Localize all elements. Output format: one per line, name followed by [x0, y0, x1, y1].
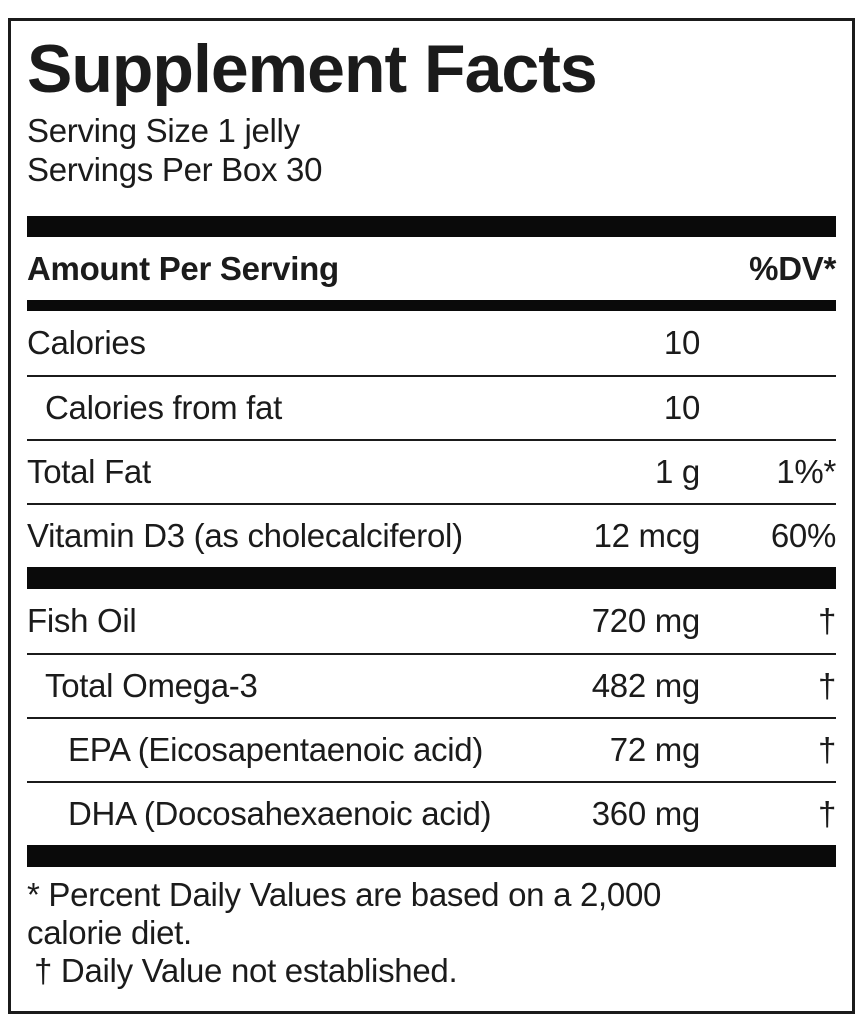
column-header-row: Amount Per Serving %DV* [27, 237, 836, 300]
nutrient-name: DHA (Docosahexaenoic acid) [68, 795, 492, 832]
row-epa: EPA (Eicosapentaenoic acid) 72 mg † [27, 717, 836, 781]
nutrient-amount: 12 mcg [593, 517, 701, 554]
nutrient-name: Total Omega-3 [45, 667, 258, 704]
nutrient-dv: 60% [770, 517, 836, 554]
nutrient-name: Fish Oil [27, 602, 137, 639]
row-total-fat: Total Fat 1 g 1%* [27, 439, 836, 503]
nutrient-amount: 1 g [655, 453, 700, 490]
row-calories-from-fat: Calories from fat 10 [27, 375, 836, 439]
serving-info: Serving Size 1 jelly Servings Per Box 30 [27, 111, 836, 189]
row-dha: DHA (Docosahexaenoic acid) 360 mg † [27, 781, 836, 845]
serving-size-text: Serving Size 1 jelly [27, 112, 300, 149]
nutrient-name: Vitamin D3 (as cholecalciferol) [27, 517, 463, 554]
footnote-percent-dv-line1: * Percent Daily Values are based on a 2,… [27, 876, 662, 913]
amount-per-serving-header: Amount Per Serving [27, 249, 339, 287]
footnote-percent-dv-line2: calorie diet. [27, 914, 192, 951]
row-calories: Calories 10 [27, 311, 836, 375]
nutrient-dv: † [817, 795, 836, 832]
nutrient-dv: † [817, 602, 836, 639]
nutrient-section-fish-oil: Fish Oil 720 mg † Total Omega-3 482 mg †… [27, 589, 836, 845]
footnotes: * Percent Daily Values are based on a 2,… [27, 876, 836, 990]
servings-per-box-text: Servings Per Box 30 [27, 151, 323, 188]
supplement-facts-panel: Supplement Facts Serving Size 1 jelly Se… [8, 18, 855, 1014]
divider-bar-thick-middle [27, 567, 836, 589]
nutrient-name: Total Fat [27, 453, 151, 490]
row-total-omega-3: Total Omega-3 482 mg † [27, 653, 836, 717]
footnote-daily-value: † Daily Value not established. [34, 952, 458, 989]
percent-dv-header: %DV* [749, 249, 836, 287]
nutrient-amount: 10 [663, 389, 700, 426]
nutrient-name: Calories [27, 324, 146, 361]
nutrient-amount: 720 mg [591, 602, 701, 639]
nutrient-section-main: Calories 10 Calories from fat 10 Total F… [27, 311, 836, 567]
nutrient-dv: † [817, 667, 836, 704]
divider-bar-thick-top [27, 216, 836, 237]
nutrient-amount: 360 mg [591, 795, 701, 832]
divider-bar-thick-bottom [27, 845, 836, 867]
nutrient-name: EPA (Eicosapentaenoic acid) [68, 731, 484, 768]
nutrient-amount: 482 mg [591, 667, 701, 704]
row-vitamin-d3: Vitamin D3 (as cholecalciferol) 12 mcg 6… [27, 503, 836, 567]
panel-title: Supplement Facts [27, 31, 598, 107]
nutrient-name: Calories from fat [45, 389, 282, 426]
nutrient-amount: 72 mg [609, 731, 701, 768]
divider-bar-medium [27, 300, 836, 311]
row-fish-oil: Fish Oil 720 mg † [27, 589, 836, 653]
nutrient-amount: 10 [663, 324, 700, 361]
nutrient-dv: † [817, 731, 836, 768]
nutrient-dv: 1%* [776, 453, 836, 490]
